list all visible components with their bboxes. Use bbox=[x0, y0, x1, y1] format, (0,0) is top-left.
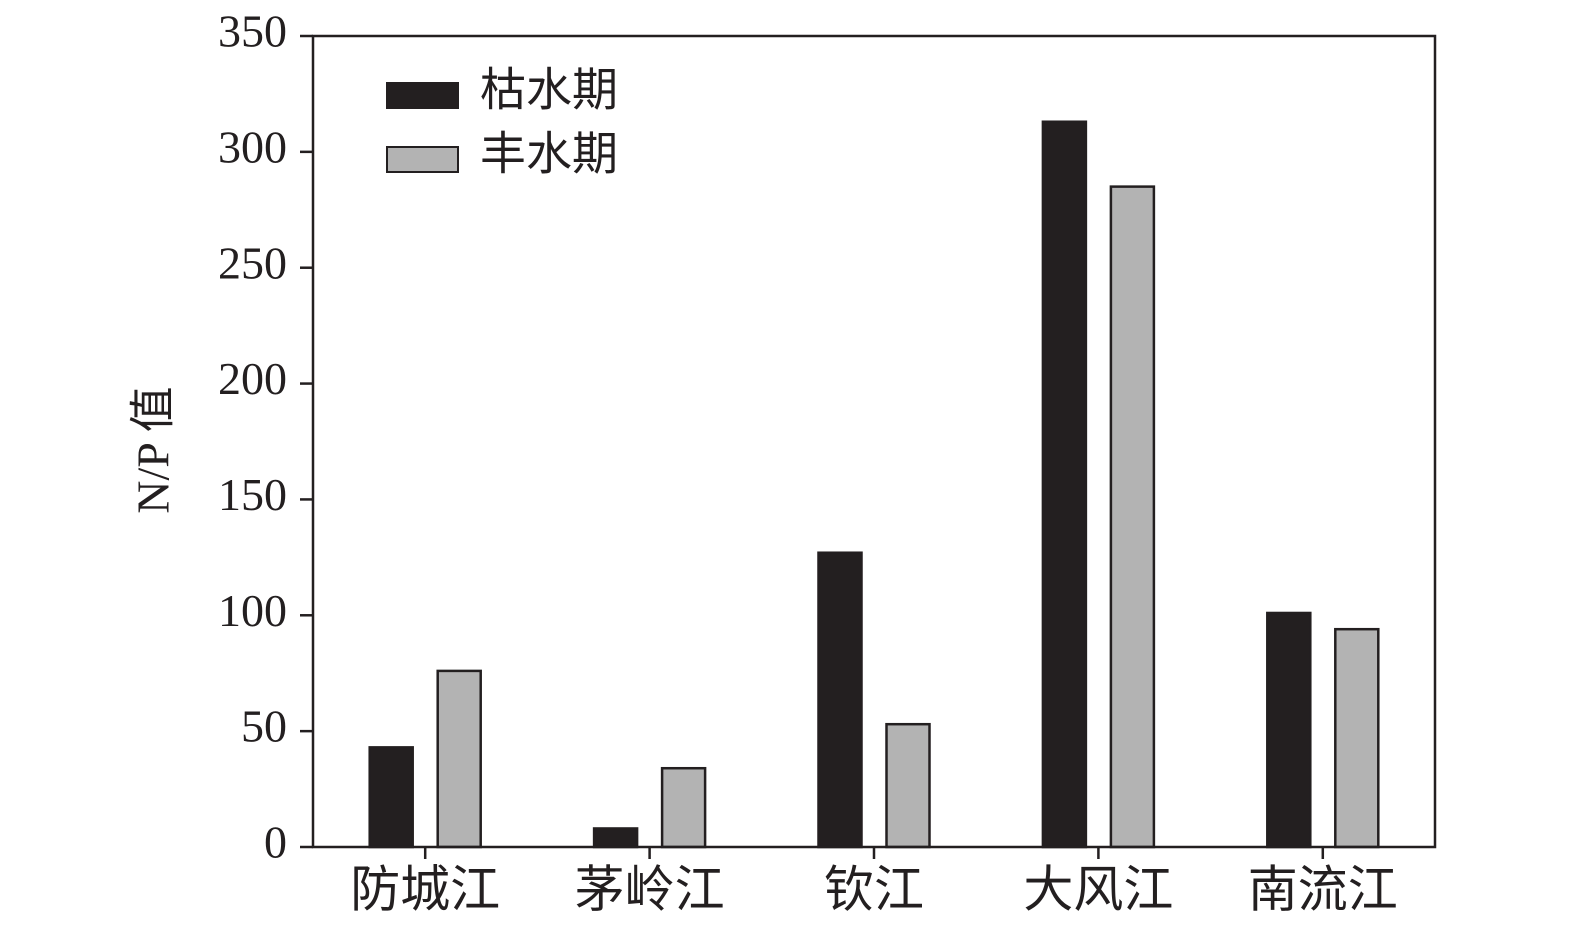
y-tick-label: 150 bbox=[218, 469, 287, 520]
legend-swatch bbox=[386, 146, 459, 173]
x-tick-label: 茅岭江 bbox=[575, 861, 725, 917]
y-tick-label: 200 bbox=[218, 353, 287, 404]
y-tick-label: 250 bbox=[218, 237, 287, 288]
bar bbox=[592, 827, 639, 849]
x-tick-label: 大风江 bbox=[1023, 861, 1173, 917]
bar bbox=[1109, 185, 1156, 849]
y-tick-label: 350 bbox=[218, 6, 287, 57]
legend-label: 丰水期 bbox=[480, 129, 618, 180]
bar bbox=[1334, 627, 1380, 849]
x-tick-label: 防城江 bbox=[350, 861, 500, 917]
x-tick-label: 钦江 bbox=[824, 861, 924, 917]
bar bbox=[1266, 611, 1312, 849]
bar bbox=[368, 746, 414, 849]
bar bbox=[1041, 120, 1088, 849]
bar bbox=[817, 551, 863, 849]
y-tick-label: 100 bbox=[218, 585, 287, 636]
bar bbox=[885, 722, 931, 849]
bar bbox=[436, 669, 482, 849]
legend-swatch bbox=[386, 82, 459, 109]
y-tick-label: 0 bbox=[264, 817, 287, 868]
x-tick-label: 南流江 bbox=[1248, 861, 1398, 917]
bar bbox=[660, 766, 707, 849]
y-tick-label: 50 bbox=[241, 701, 287, 752]
plot-frame bbox=[311, 34, 1437, 849]
y-axis-label: N/P 值 bbox=[128, 386, 179, 513]
legend-label: 枯水期 bbox=[480, 65, 618, 116]
y-tick-label: 300 bbox=[218, 121, 287, 172]
